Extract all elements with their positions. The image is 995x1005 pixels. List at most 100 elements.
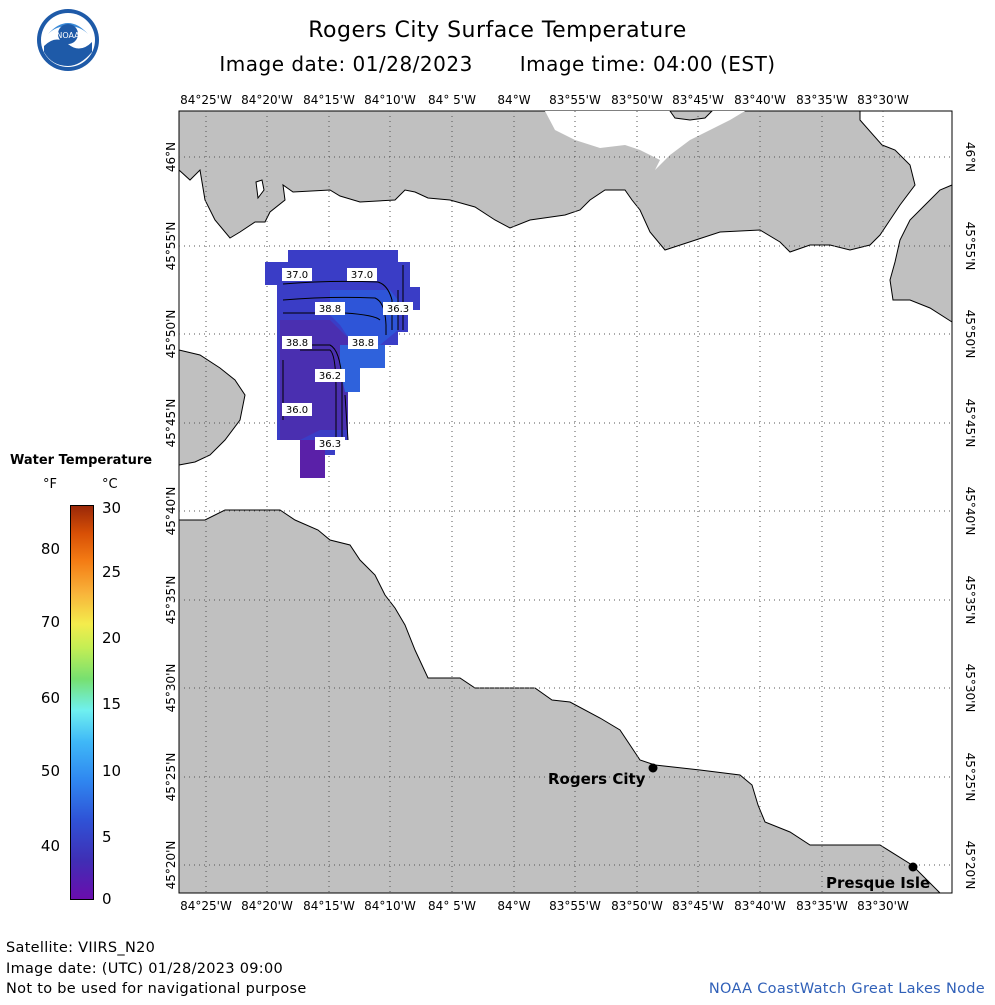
noaa-logo-icon: NOAA xyxy=(37,9,99,71)
svg-text:46°N: 46°N xyxy=(164,142,178,172)
utc-date: Image date: (UTC) 01/28/2023 09:00 xyxy=(6,961,284,977)
svg-text:45°20'N: 45°20'N xyxy=(164,841,178,890)
svg-text:83°35'W: 83°35'W xyxy=(796,93,848,107)
contour-label: 36.2 xyxy=(315,369,345,382)
disclaimer: Not to be used for navigational purpose xyxy=(6,981,307,997)
svg-text:NOAA: NOAA xyxy=(56,31,80,40)
presque-isle-marker xyxy=(908,862,918,872)
svg-text:83°30'W: 83°30'W xyxy=(857,899,909,913)
latitude-labels-left: 46°N 45°55'N 45°50'N 45°45'N 45°40'N 45°… xyxy=(164,142,178,890)
small-inland-lake xyxy=(255,179,265,200)
f-tick: 40 xyxy=(40,837,60,855)
svg-text:36.2: 36.2 xyxy=(319,371,341,382)
svg-text:45°35'N: 45°35'N xyxy=(963,576,977,625)
svg-text:84°20'W: 84°20'W xyxy=(241,899,293,913)
svg-text:37.0: 37.0 xyxy=(286,270,308,281)
contour-label-group: 37.0 37.0 38.8 36.3 38.8 38.8 36.2 36.0 … xyxy=(282,268,413,450)
svg-text:45°25'N: 45°25'N xyxy=(164,753,178,802)
contour-label: 36.3 xyxy=(383,302,413,315)
svg-text:83°40'W: 83°40'W xyxy=(734,93,786,107)
f-tick: 50 xyxy=(40,762,60,780)
contour-label: 36.3 xyxy=(315,437,345,450)
svg-text:83°40'W: 83°40'W xyxy=(734,899,786,913)
svg-text:83°45'W: 83°45'W xyxy=(672,93,724,107)
svg-text:45°35'N: 45°35'N xyxy=(164,576,178,625)
f-tick: 60 xyxy=(40,689,60,707)
south-shore-land xyxy=(178,509,942,894)
contour-label: 38.8 xyxy=(348,336,378,349)
svg-text:37.0: 37.0 xyxy=(351,270,373,281)
north-bay xyxy=(545,111,745,170)
svg-text:83°50'W: 83°50'W xyxy=(611,899,663,913)
c-tick: 20 xyxy=(102,629,122,647)
svg-text:45°40'N: 45°40'N xyxy=(164,487,178,536)
satellite-info: Satellite: VIIRS_N20 xyxy=(6,940,156,956)
graticule xyxy=(179,111,952,893)
svg-text:45°30'N: 45°30'N xyxy=(963,664,977,713)
c-tick: 30 xyxy=(102,499,122,517)
svg-text:83°45'W: 83°45'W xyxy=(672,899,724,913)
credit-text: NOAA CoastWatch Great Lakes Node xyxy=(708,981,985,997)
svg-text:83°35'W: 83°35'W xyxy=(796,899,848,913)
svg-text:84°15'W: 84°15'W xyxy=(303,899,355,913)
image-time: Image time: 04:00 (EST) xyxy=(519,52,776,76)
svg-text:45°55'N: 45°55'N xyxy=(963,222,977,271)
rogers-city-label: Rogers City xyxy=(548,770,646,788)
f-tick: 70 xyxy=(40,613,60,631)
svg-text:36.3: 36.3 xyxy=(319,439,341,450)
legend-title: Water Temperature xyxy=(10,453,153,468)
svg-text:84°15'W: 84°15'W xyxy=(303,93,355,107)
svg-text:84°25'W: 84°25'W xyxy=(180,899,232,913)
svg-text:46°N: 46°N xyxy=(963,142,977,172)
c-tick: 25 xyxy=(102,563,122,581)
contour-label: 37.0 xyxy=(347,268,377,281)
svg-text:45°45'N: 45°45'N xyxy=(963,399,977,448)
svg-text:45°50'N: 45°50'N xyxy=(164,310,178,359)
rogers-city-marker xyxy=(648,763,658,773)
unit-fahrenheit: °F xyxy=(43,477,57,492)
svg-text:45°55'N: 45°55'N xyxy=(164,222,178,271)
f-tick: 80 xyxy=(40,540,60,558)
svg-text:36.0: 36.0 xyxy=(286,405,308,416)
west-peninsula xyxy=(178,349,246,466)
land xyxy=(178,110,953,894)
svg-text:83°30'W: 83°30'W xyxy=(857,93,909,107)
contour-label: 38.8 xyxy=(282,336,312,349)
svg-text:84°20'W: 84°20'W xyxy=(241,93,293,107)
svg-text:84°25'W: 84°25'W xyxy=(180,93,232,107)
svg-text:45°45'N: 45°45'N xyxy=(164,399,178,448)
unit-celsius: °C xyxy=(102,477,118,492)
svg-text:83°55'W: 83°55'W xyxy=(549,899,601,913)
presque-isle-label: Presque Isle xyxy=(826,874,930,892)
svg-text:38.8: 38.8 xyxy=(352,338,374,349)
north-shore-land xyxy=(178,110,916,253)
svg-text:84° 5'W: 84° 5'W xyxy=(428,899,476,913)
svg-text:83°50'W: 83°50'W xyxy=(611,93,663,107)
c-tick: 10 xyxy=(102,762,122,780)
svg-text:45°30'N: 45°30'N xyxy=(164,664,178,713)
svg-text:84°W: 84°W xyxy=(497,93,530,107)
svg-text:38.8: 38.8 xyxy=(286,338,308,349)
svg-text:38.8: 38.8 xyxy=(319,304,341,315)
svg-text:84°W: 84°W xyxy=(497,899,530,913)
contour-label: 38.8 xyxy=(315,302,345,315)
svg-text:45°50'N: 45°50'N xyxy=(963,310,977,359)
contour-label: 37.0 xyxy=(282,268,312,281)
c-tick: 0 xyxy=(102,890,112,908)
contour-label: 36.0 xyxy=(282,403,312,416)
city-markers: Rogers City Presque Isle xyxy=(548,763,930,892)
north-island xyxy=(669,110,714,121)
svg-text:84°10'W: 84°10'W xyxy=(364,899,416,913)
svg-text:45°40'N: 45°40'N xyxy=(963,487,977,536)
svg-text:84° 5'W: 84° 5'W xyxy=(428,93,476,107)
longitude-labels-bottom: 84°25'W 84°20'W 84°15'W 84°10'W 84° 5'W … xyxy=(180,899,909,913)
svg-text:45°20'N: 45°20'N xyxy=(963,841,977,890)
image-date: Image date: 01/28/2023 xyxy=(219,52,473,76)
svg-text:45°25'N: 45°25'N xyxy=(963,753,977,802)
east-land xyxy=(889,184,953,323)
c-tick: 5 xyxy=(102,828,112,846)
svg-text:36.3: 36.3 xyxy=(387,304,409,315)
svg-text:83°55'W: 83°55'W xyxy=(549,93,601,107)
color-scale-bar xyxy=(70,505,94,900)
